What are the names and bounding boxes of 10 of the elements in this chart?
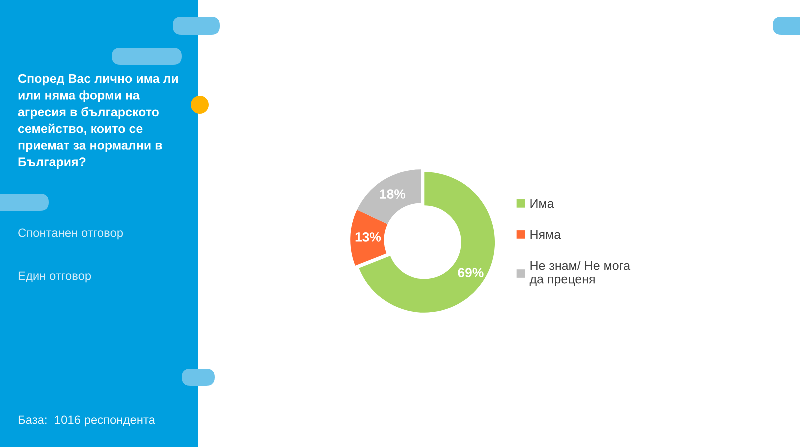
data-label: 69%: [458, 268, 484, 278]
data-label: 13%: [356, 232, 382, 242]
text: Спонтанен отговор: [18, 228, 124, 240]
legend-label: Не знам/ Не мога да преценя: [530, 261, 631, 286]
data-label: 18%: [380, 190, 406, 199]
legend-label: Няма: [530, 230, 562, 240]
legend-label: Има: [530, 199, 554, 208]
text: База: 1016 респондента: [18, 416, 156, 427]
text: Един отговор: [18, 272, 92, 283]
text: Според Вас лично има ли или няма форми на агресия в българското семейство, които се приемат за нормални в България?: [18, 74, 178, 169]
